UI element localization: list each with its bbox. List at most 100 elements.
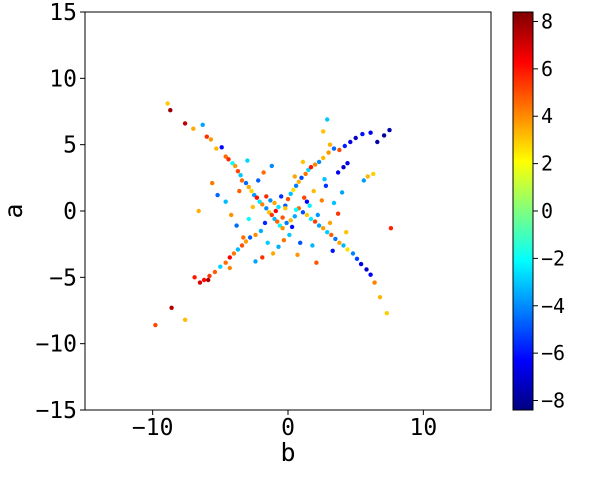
scatter-point: [345, 247, 350, 252]
scatter-point: [298, 240, 303, 245]
scatter-point: [327, 220, 333, 226]
scatter-point: [371, 171, 376, 177]
scatter-point: [291, 187, 296, 192]
colorbar: [512, 11, 534, 411]
scatter-point: [256, 178, 261, 183]
scatter-point: [269, 163, 274, 169]
scatter-point: [296, 179, 301, 184]
x-tick-label: 10: [409, 415, 437, 441]
y-axis-ticks: −15 −10 −5 0 5 10 15: [35, 0, 85, 424]
scatter-point: [337, 240, 342, 245]
scatter-point: [295, 252, 300, 257]
colorbar-tick-label: −8: [541, 389, 565, 413]
x-axis-label: b: [280, 438, 295, 467]
scatter-point: [223, 154, 228, 159]
scatter-point: [243, 239, 249, 244]
scatter-point: [306, 167, 311, 173]
scatter-point: [308, 165, 314, 170]
scatter-point: [285, 196, 291, 202]
scatter-point: [233, 163, 238, 169]
scatter-point: [253, 232, 258, 238]
scatter-point: [200, 122, 205, 128]
scatter-point: [169, 305, 174, 310]
scatter-point: [264, 206, 269, 211]
scatter-point: [360, 131, 365, 137]
plot-area-frame: [84, 11, 492, 411]
scatter-point: [219, 145, 224, 150]
scatter-point: [304, 212, 310, 218]
scatter-point: [260, 202, 265, 207]
scatter-point: [273, 208, 278, 214]
scatter-point: [335, 211, 341, 216]
scatter-point: [239, 243, 245, 248]
scatter-point: [387, 127, 392, 133]
colorbar-tick-label: 0: [541, 199, 553, 223]
scatter-point: [311, 188, 316, 194]
y-tick-label: −10: [35, 332, 77, 358]
scatter-point: [326, 150, 331, 155]
x-axis-ticks: −10 0 10: [132, 410, 437, 441]
scatter-point: [239, 178, 245, 183]
scatter-point: [333, 236, 338, 242]
scatter-point: [254, 195, 260, 200]
scatter-point: [284, 220, 289, 226]
scatter-point: [302, 195, 307, 200]
scatter-point: [293, 207, 299, 212]
scatter-point: [182, 317, 188, 322]
scatter-point: [330, 248, 335, 253]
y-tick-label: 0: [63, 199, 77, 225]
scatter-point: [276, 244, 281, 249]
scatter-point: [261, 170, 266, 175]
scatter-point: [153, 322, 158, 328]
scatter-point: [249, 188, 254, 194]
scatter-point: [226, 157, 231, 162]
scatter-point: [384, 311, 389, 316]
scatter-point: [215, 192, 220, 198]
scatter-point: [165, 101, 170, 106]
scatter-points: [153, 101, 394, 328]
scatter-point: [269, 212, 274, 218]
scatter-point: [325, 230, 330, 235]
scatter-point: [264, 194, 269, 199]
scatter-point: [253, 259, 258, 264]
y-tick-label: −15: [35, 398, 77, 424]
scatter-point: [182, 121, 188, 126]
y-axis-label: a: [0, 203, 28, 218]
colorbar-tick-label: 4: [541, 104, 553, 128]
scatter-point: [272, 200, 277, 206]
scatter-point: [234, 223, 239, 228]
colorbar-ticks: −8 −6 −4 −2 0 2 4 6 8: [533, 9, 565, 413]
scatter-point: [214, 146, 219, 151]
scatter-point: [353, 135, 358, 141]
scatter-point: [250, 204, 255, 210]
scatter-point: [321, 226, 326, 231]
scatter-point: [341, 243, 346, 248]
scatter-point: [345, 161, 350, 166]
scatter-point: [265, 240, 270, 245]
scatter-point: [335, 170, 341, 175]
scatter-point: [235, 247, 241, 252]
scatter-point: [337, 147, 342, 153]
scatter-point: [342, 143, 347, 149]
scatter-point: [375, 139, 380, 145]
scatter-point: [354, 256, 360, 261]
scatter-point: [231, 251, 237, 256]
scatter-point: [304, 199, 310, 204]
scatter-point: [235, 169, 241, 174]
scatter-point: [279, 194, 284, 199]
scatter-point: [372, 280, 377, 285]
scatter-point: [331, 146, 337, 151]
scatter-point: [268, 198, 273, 203]
scatter-point: [312, 162, 318, 167]
scatter-point: [229, 212, 234, 218]
scatter-point: [207, 273, 212, 279]
scatter-point: [201, 277, 207, 283]
colorbar-tick-label: −4: [541, 294, 565, 318]
scatter-point: [245, 158, 250, 163]
colorbar-tick-label: 8: [541, 9, 553, 33]
scatter-point: [292, 214, 297, 219]
scatter-point: [344, 230, 349, 235]
scatter-point: [289, 224, 295, 230]
scatter-point: [348, 139, 353, 145]
x-tick-label: −10: [132, 415, 174, 441]
